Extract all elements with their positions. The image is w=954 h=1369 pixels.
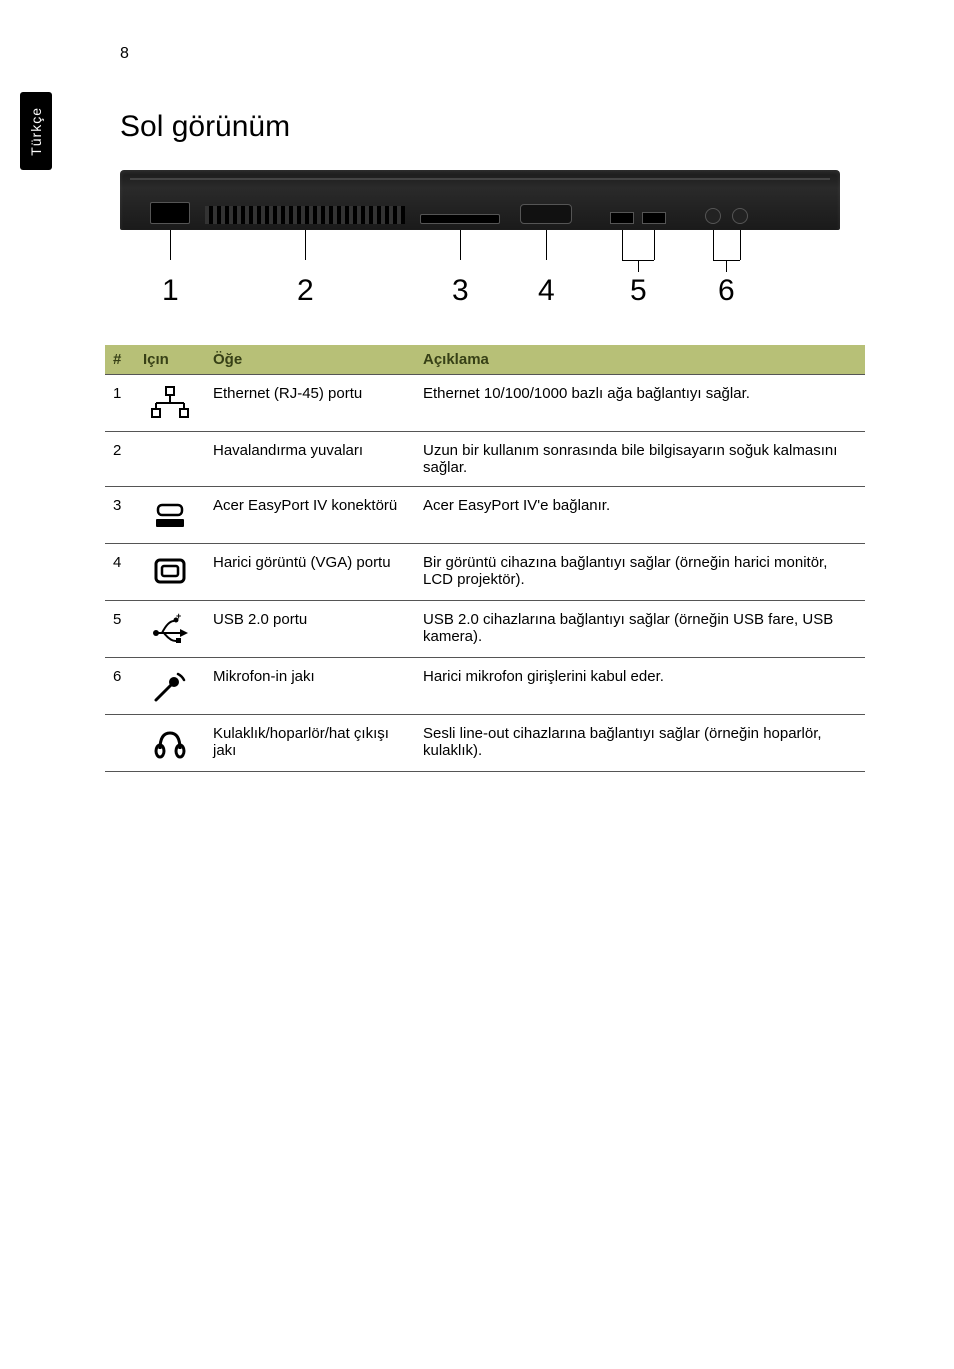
callout-number: 5: [630, 274, 647, 308]
row-item: Kulaklık/hoparlör/hat çıkışı jakı: [205, 715, 415, 772]
table-row: 3 Acer EasyPort IV konektörü Acer EasyPo…: [105, 487, 865, 544]
header-num: #: [105, 345, 135, 375]
ethernet-icon: [135, 375, 205, 432]
vga-port-shape: [520, 204, 572, 224]
row-num: 4: [105, 544, 135, 601]
row-num: 3: [105, 487, 135, 544]
language-tab-label: Türkçe: [28, 107, 44, 156]
table-row: 1 Ethernet (RJ-45) portu Ethernet 10/100…: [105, 375, 865, 432]
ports-table: # Içın Öğe Açıklama 1 Ethernet (RJ-45) p…: [105, 345, 865, 772]
callout-lines: 1 2 3 4 5 6: [120, 230, 840, 310]
header-oge: Öğe: [205, 345, 415, 375]
table-row: 5 + USB 2.0 portu USB 2.0 cihazlarına ba…: [105, 601, 865, 658]
microphone-icon: [135, 658, 205, 715]
usb-port-shape: [610, 212, 634, 224]
callout-number: 1: [162, 274, 179, 308]
vent-shape: [205, 206, 405, 224]
laptop-left-view-figure: 1 2 3 4 5 6: [120, 170, 840, 310]
callout-number: 2: [297, 274, 314, 308]
row-desc: Acer EasyPort IV'e bağlanır.: [415, 487, 865, 544]
usb-icon: +: [135, 601, 205, 658]
row-num: 2: [105, 432, 135, 487]
table-header-row: # Içın Öğe Açıklama: [105, 345, 865, 375]
row-num: 5: [105, 601, 135, 658]
table-row: Kulaklık/hoparlör/hat çıkışı jakı Sesli …: [105, 715, 865, 772]
usb-port-shape: [642, 212, 666, 224]
row-desc: Bir görüntü cihazına bağlantıyı sağlar (…: [415, 544, 865, 601]
header-icin: Içın: [135, 345, 205, 375]
language-tab: Türkçe: [20, 92, 52, 170]
callout-number: 6: [718, 274, 735, 308]
row-item: Harici görüntü (VGA) portu: [205, 544, 415, 601]
easyport-icon: [135, 487, 205, 544]
row-desc: Harici mikrofon girişlerini kabul eder.: [415, 658, 865, 715]
headphone-icon: [135, 715, 205, 772]
row-desc: USB 2.0 cihazlarına bağlantıyı sağlar (ö…: [415, 601, 865, 658]
rj45-port-shape: [150, 202, 190, 224]
header-aciklama: Açıklama: [415, 345, 865, 375]
empty-icon: [135, 432, 205, 487]
row-item: Mikrofon-in jakı: [205, 658, 415, 715]
audio-jack-shape: [705, 208, 721, 224]
page-number: 8: [120, 45, 129, 63]
row-desc: Sesli line-out cihazlarına bağlantıyı sa…: [415, 715, 865, 772]
vga-icon: [135, 544, 205, 601]
callout-number: 3: [452, 274, 469, 308]
row-num: 1: [105, 375, 135, 432]
row-num: [105, 715, 135, 772]
row-item: USB 2.0 portu: [205, 601, 415, 658]
svg-text:+: +: [176, 611, 181, 621]
row-item: Ethernet (RJ-45) portu: [205, 375, 415, 432]
table-row: 4 Harici görüntü (VGA) portu Bir görüntü…: [105, 544, 865, 601]
row-num: 6: [105, 658, 135, 715]
row-desc: Uzun bir kullanım sonrasında bile bilgis…: [415, 432, 865, 487]
table-row: 2 Havalandırma yuvaları Uzun bir kullanı…: [105, 432, 865, 487]
row-desc: Ethernet 10/100/1000 bazlı ağa bağlantıy…: [415, 375, 865, 432]
laptop-side-illustration: [120, 170, 840, 230]
row-item: Acer EasyPort IV konektörü: [205, 487, 415, 544]
table-row: 6 Mikrofon-in jakı Harici mikrofon giriş…: [105, 658, 865, 715]
section-heading: Sol görünüm: [120, 110, 290, 144]
row-item: Havalandırma yuvaları: [205, 432, 415, 487]
callout-number: 4: [538, 274, 555, 308]
audio-jack-shape: [732, 208, 748, 224]
easyport-shape: [420, 214, 500, 224]
